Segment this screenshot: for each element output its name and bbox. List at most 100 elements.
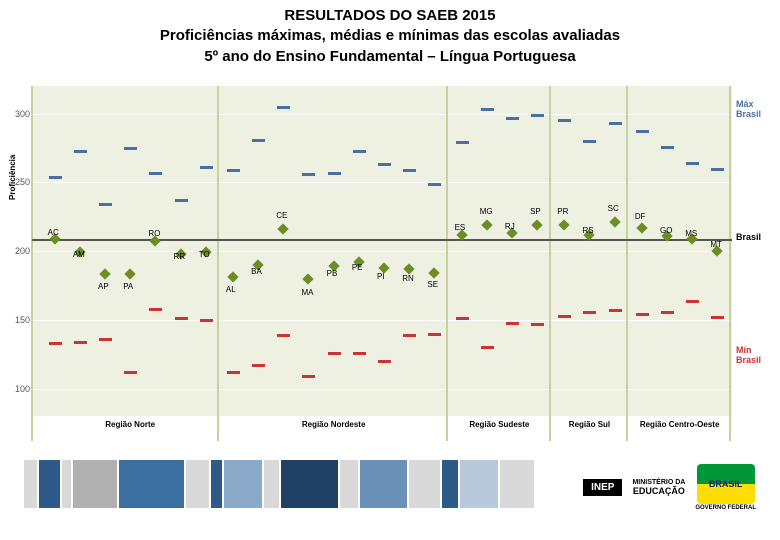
max-marker bbox=[175, 199, 188, 202]
footer-bar-segment bbox=[442, 460, 459, 508]
footer-bar-segment bbox=[119, 460, 185, 508]
min-marker bbox=[506, 322, 519, 325]
state-label: MG bbox=[480, 207, 493, 216]
max-marker bbox=[558, 119, 571, 122]
y-tick-label: 200 bbox=[4, 246, 30, 256]
state-label: SE bbox=[427, 280, 438, 289]
footer-bar-segment bbox=[224, 460, 262, 508]
footer-bar-segment bbox=[460, 460, 498, 508]
state-label: RJ bbox=[505, 222, 515, 231]
min-marker bbox=[711, 316, 724, 319]
max-marker bbox=[302, 173, 315, 176]
footer-bar-segment bbox=[500, 460, 534, 508]
max-marker bbox=[636, 130, 649, 133]
state-label: DF bbox=[635, 212, 646, 221]
footer-logos: INEP MINISTÉRIO DA EDUCAÇÃO BRASIL GOVER… bbox=[583, 464, 756, 511]
min-marker bbox=[403, 334, 416, 337]
max-marker bbox=[124, 147, 137, 150]
min-marker bbox=[353, 352, 366, 355]
footer-color-bar bbox=[24, 460, 534, 508]
region-label: Região Centro-Oeste bbox=[630, 420, 730, 429]
region-separator bbox=[549, 86, 551, 441]
footer-bar-segment bbox=[409, 460, 439, 508]
max-marker bbox=[328, 172, 341, 175]
max-marker bbox=[227, 169, 240, 172]
min-marker bbox=[378, 360, 391, 363]
region-separator bbox=[217, 86, 219, 441]
footer-bar-segment bbox=[62, 460, 71, 508]
max-marker bbox=[481, 108, 494, 111]
min-marker bbox=[609, 309, 622, 312]
state-label: CE bbox=[276, 211, 287, 220]
min-marker bbox=[227, 371, 240, 374]
state-label: MT bbox=[710, 240, 722, 249]
state-label: GO bbox=[660, 226, 672, 235]
region-separator bbox=[446, 86, 448, 441]
region-label: Região Norte bbox=[80, 420, 180, 429]
max-marker bbox=[49, 176, 62, 179]
brasil-logo: BRASIL GOVERNO FEDERAL bbox=[695, 464, 756, 511]
y-tick-label: 100 bbox=[4, 384, 30, 394]
max-marker bbox=[506, 117, 519, 120]
state-label: SC bbox=[608, 204, 619, 213]
max-marker bbox=[378, 163, 391, 166]
state-label: PI bbox=[377, 272, 385, 281]
footer-bar-segment bbox=[340, 460, 359, 508]
min-marker bbox=[583, 311, 596, 314]
region-label: Região Sul bbox=[539, 420, 639, 429]
state-label: MS bbox=[685, 229, 697, 238]
state-label: AL bbox=[226, 285, 236, 294]
min-marker bbox=[175, 317, 188, 320]
state-label: RS bbox=[582, 226, 593, 235]
state-label: AM bbox=[73, 250, 85, 259]
state-label: PE bbox=[352, 263, 363, 272]
max-marker bbox=[609, 122, 622, 125]
min-marker bbox=[49, 342, 62, 345]
footer-bar-segment bbox=[24, 460, 37, 508]
max-marker bbox=[403, 169, 416, 172]
min-brasil-label: MínBrasil bbox=[736, 346, 761, 366]
min-marker bbox=[149, 308, 162, 311]
max-marker bbox=[74, 150, 87, 153]
footer: INEP MINISTÉRIO DA EDUCAÇÃO BRASIL GOVER… bbox=[24, 460, 756, 528]
y-tick-label: 150 bbox=[4, 315, 30, 325]
region-separator bbox=[626, 86, 628, 441]
max-marker bbox=[252, 139, 265, 142]
state-label: RN bbox=[402, 274, 414, 283]
page: { "title_line1": "RESULTADOS DO SAEB 201… bbox=[0, 0, 780, 540]
min-marker bbox=[252, 364, 265, 367]
footer-bar-segment bbox=[281, 460, 337, 508]
max-marker bbox=[531, 114, 544, 117]
max-marker bbox=[200, 166, 213, 169]
footer-bar-segment bbox=[73, 460, 116, 508]
footer-bar-segment bbox=[264, 460, 279, 508]
min-marker bbox=[74, 341, 87, 344]
min-marker bbox=[661, 311, 674, 314]
state-label: PB bbox=[327, 269, 338, 278]
state-label: RR bbox=[174, 252, 186, 261]
footer-bar-segment bbox=[186, 460, 209, 508]
state-label: BA bbox=[251, 267, 262, 276]
min-marker bbox=[302, 375, 315, 378]
inep-logo: INEP bbox=[583, 479, 622, 496]
y-tick-label: 250 bbox=[4, 177, 30, 187]
min-marker bbox=[481, 346, 494, 349]
min-marker bbox=[99, 338, 112, 341]
state-label: ES bbox=[455, 223, 466, 232]
title-line-2: Proficiências máximas, médias e mínimas … bbox=[0, 26, 780, 46]
max-marker bbox=[711, 168, 724, 171]
max-marker bbox=[277, 106, 290, 109]
region-label: Região Sudeste bbox=[449, 420, 549, 429]
state-label: RO bbox=[148, 229, 160, 238]
footer-bar-segment bbox=[39, 460, 60, 508]
min-marker bbox=[277, 334, 290, 337]
page-title: RESULTADOS DO SAEB 2015 Proficiências má… bbox=[0, 6, 780, 67]
min-marker bbox=[328, 352, 341, 355]
title-line-1: RESULTADOS DO SAEB 2015 bbox=[0, 6, 780, 26]
max-marker bbox=[149, 172, 162, 175]
max-marker bbox=[661, 146, 674, 149]
state-label: AC bbox=[48, 228, 59, 237]
max-marker bbox=[583, 140, 596, 143]
y-tick-label: 300 bbox=[4, 109, 30, 119]
mec-logo: MINISTÉRIO DA EDUCAÇÃO bbox=[632, 479, 685, 496]
